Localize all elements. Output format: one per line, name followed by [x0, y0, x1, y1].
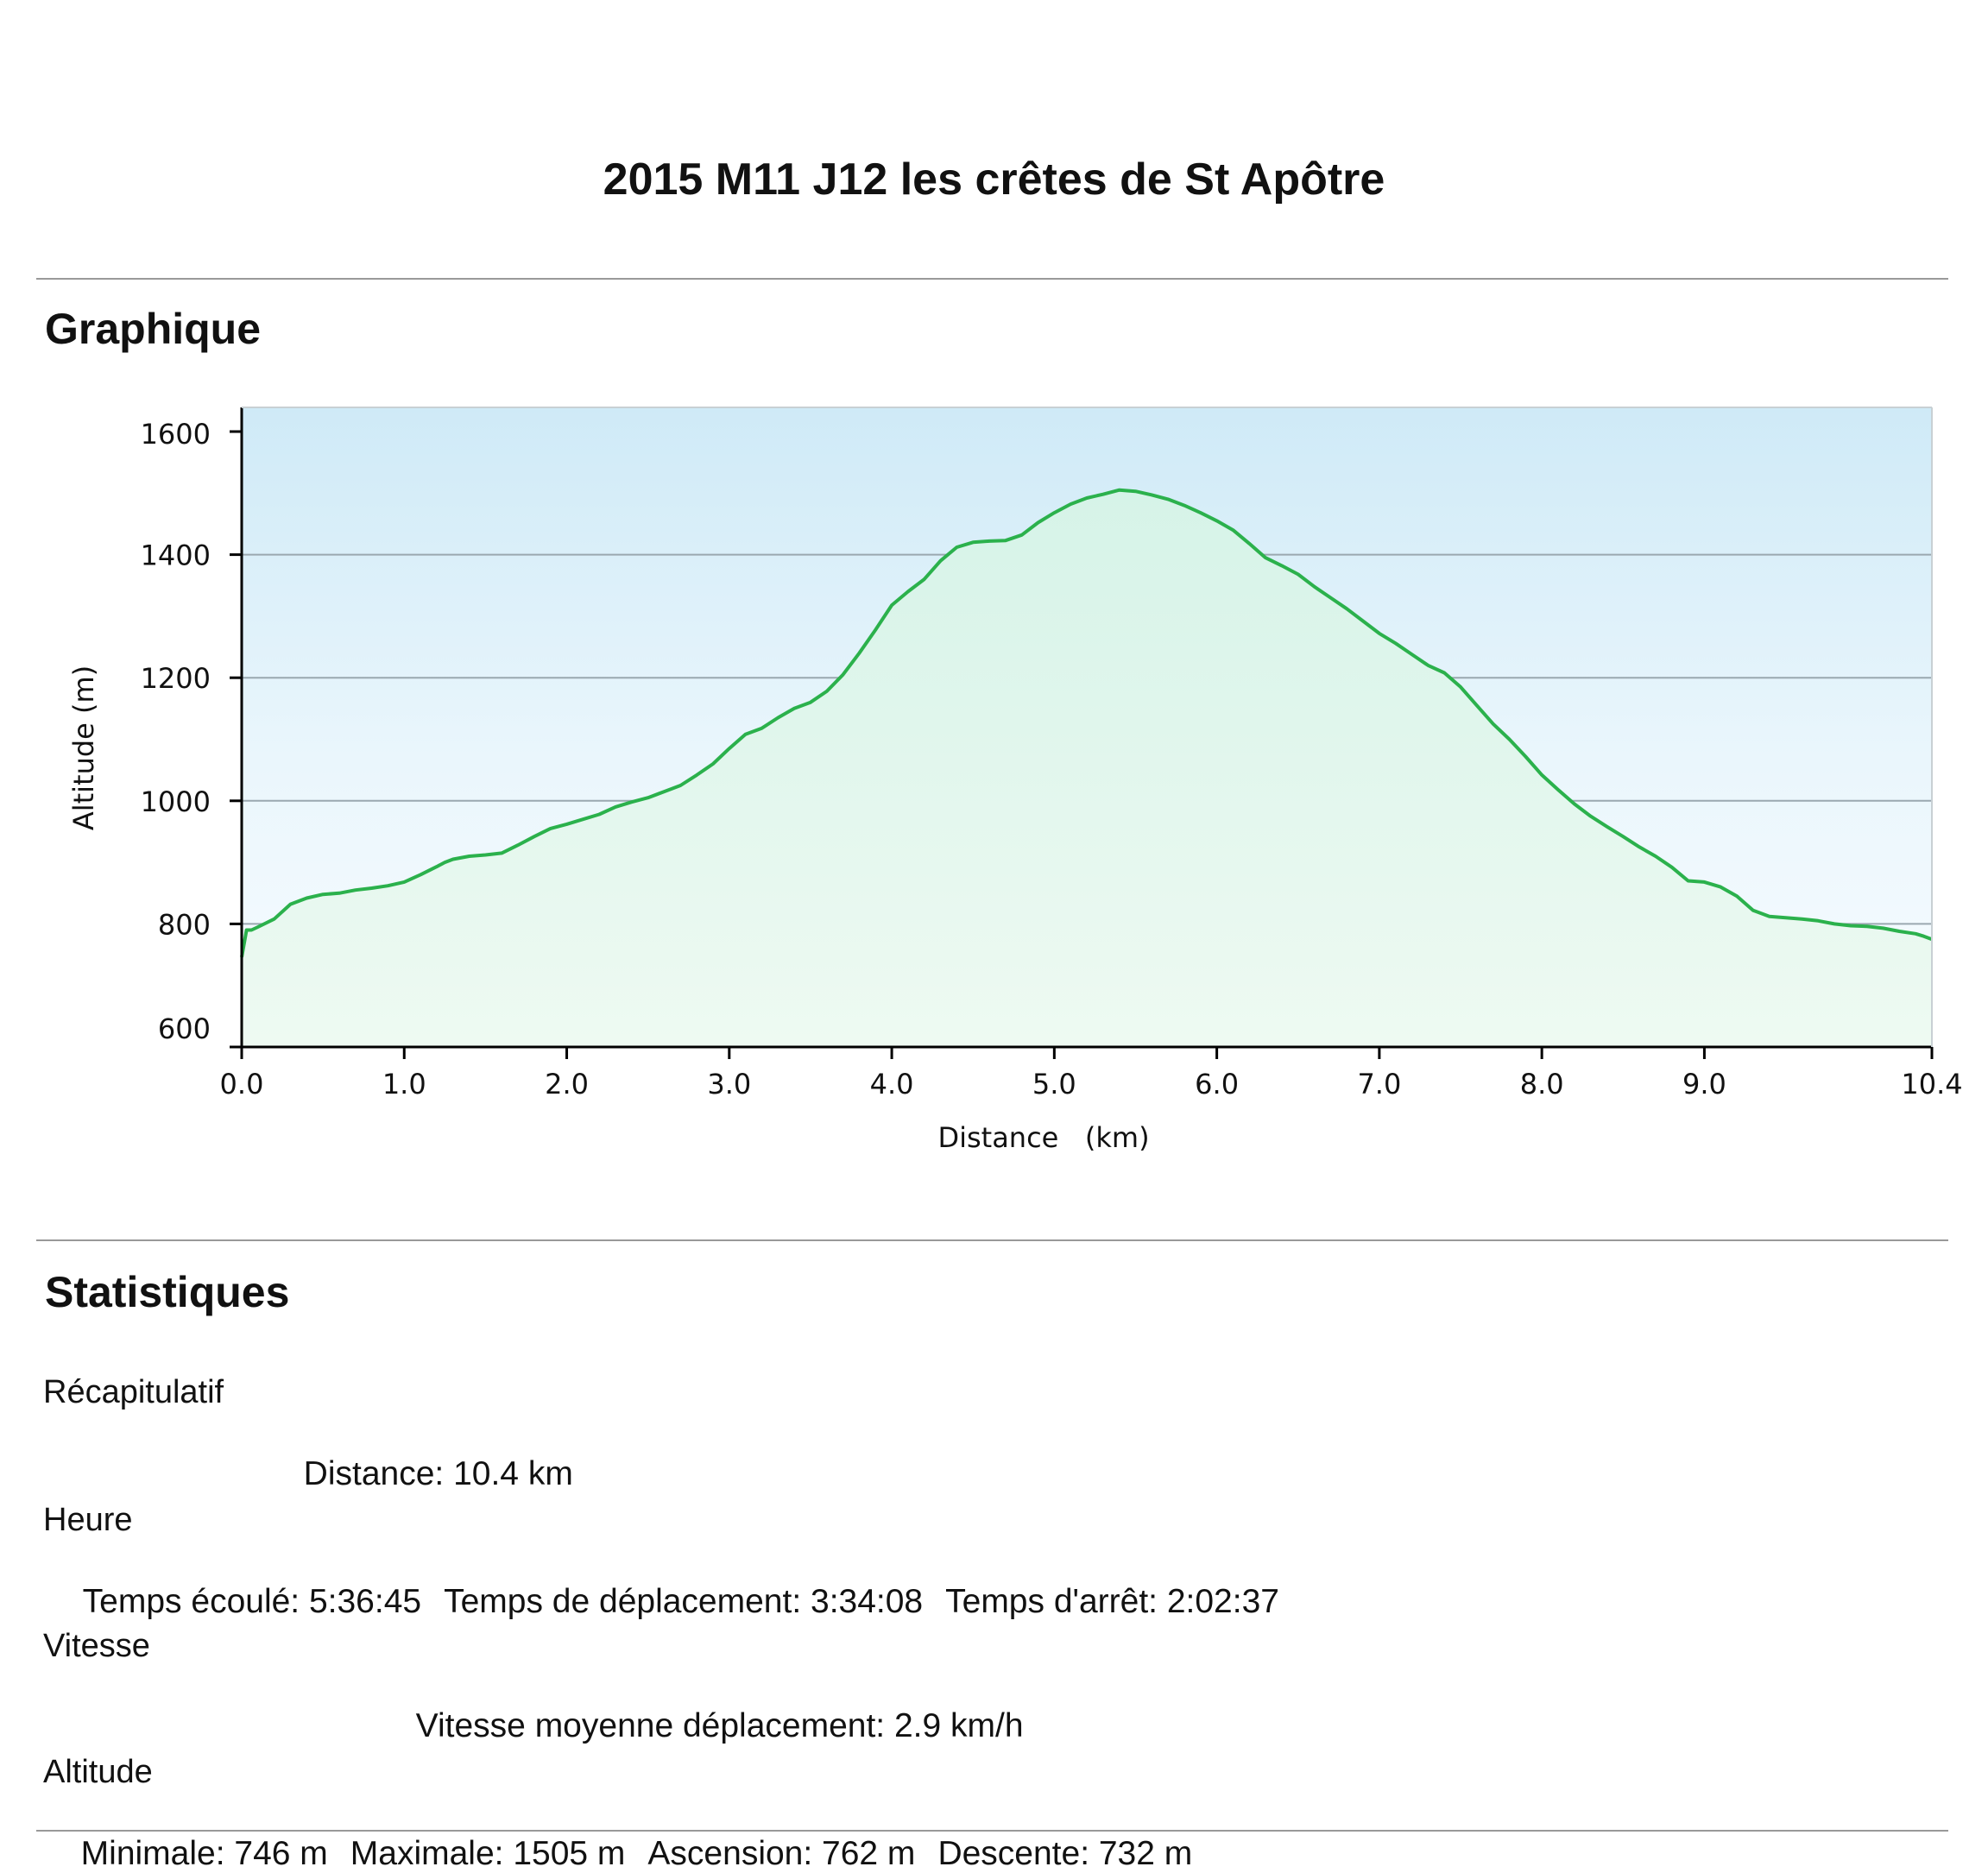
x-tick-label: 7.0	[1357, 1068, 1401, 1100]
x-tick-label: 1.0	[382, 1068, 426, 1100]
altitude-label: Altitude	[43, 1754, 153, 1790]
x-tick-label: 3.0	[707, 1068, 751, 1100]
moving-average-speed: Vitesse moyenne déplacement: 2.9 km/h	[415, 1707, 1024, 1744]
distance-value: Distance: 10.4 km	[303, 1455, 573, 1492]
page-title: 2015 M11 J12 les crêtes de St Apôtre	[603, 155, 1385, 205]
x-tick-label: 4.0	[870, 1068, 914, 1100]
divider-top	[36, 278, 1948, 280]
altitude-ascent: Ascension: 762 m	[647, 1835, 916, 1872]
x-axis-ticks: 0.0 1.0 2.0 3.0 4.0 5.0 6.0 7.0 8.0 9.0 10.4	[220, 1047, 1963, 1100]
recap-label: Récapitulatif	[43, 1374, 224, 1410]
speed-label: Vitesse	[43, 1628, 150, 1664]
axes	[240, 407, 1933, 1049]
elevation-line	[240, 488, 1933, 958]
recap-values: Distance: 10.4 km	[285, 1417, 596, 1493]
altitude-descent: Descente: 732 m	[937, 1835, 1193, 1872]
altitude-min: Minimale: 746 m	[80, 1835, 328, 1872]
time-values: Temps écoulé: 5:36:45 Temps de déplacemen…	[64, 1545, 1302, 1621]
speed-values: Vitesse moyenne déplacement: 2.9 km/h	[397, 1669, 1046, 1745]
y-tick-label: 1000	[141, 785, 211, 818]
elevation-chart-svg: 600 800 1000 1200 1400 1600 0.0 1.0 2.0 3.0 4.0 5.…	[67, 407, 1963, 1154]
stopped-time: Temps d'arrêt: 2:02:37	[945, 1583, 1279, 1620]
x-tick-label: 0.0	[220, 1068, 264, 1100]
x-tick-label: 6.0	[1195, 1068, 1239, 1100]
divider-middle	[36, 1239, 1948, 1241]
x-axis-label: Distance (km)	[937, 1121, 1149, 1154]
altitude-values: Minimale: 746 m Maximale: 1505 m Ascension…	[62, 1797, 1215, 1873]
y-tick-label: 1400	[141, 539, 211, 572]
moving-time: Temps de déplacement: 3:34:08	[444, 1583, 924, 1620]
altitude-max: Maximale: 1505 m	[350, 1835, 626, 1872]
stats-section-heading: Statistiques	[45, 1268, 290, 1316]
elapsed-time: Temps écoulé: 5:36:45	[82, 1583, 422, 1620]
x-tick-label: 8.0	[1520, 1068, 1564, 1100]
y-tick-label: 600	[158, 1012, 211, 1045]
elevation-area-fill	[242, 489, 1932, 1047]
y-tick-label: 1200	[141, 662, 211, 695]
y-tick-label: 800	[158, 908, 211, 941]
x-tick-label: 10.4	[1901, 1068, 1962, 1100]
y-axis-label: Altitude (m)	[67, 665, 100, 830]
divider-bottom	[36, 1830, 1948, 1832]
x-tick-label: 2.0	[545, 1068, 589, 1100]
y-axis-ticks: 600 800 1000 1200 1400 1600	[141, 418, 242, 1049]
elevation-chart: 600 800 1000 1200 1400 1600 0.0 1.0 2.0 3.0 4.0 5.…	[0, 406, 1988, 1182]
x-tick-label: 9.0	[1682, 1068, 1726, 1100]
graph-section-heading: Graphique	[45, 305, 262, 353]
x-tick-label: 5.0	[1032, 1068, 1076, 1100]
y-tick-label: 1600	[141, 418, 211, 451]
time-label: Heure	[43, 1502, 133, 1538]
